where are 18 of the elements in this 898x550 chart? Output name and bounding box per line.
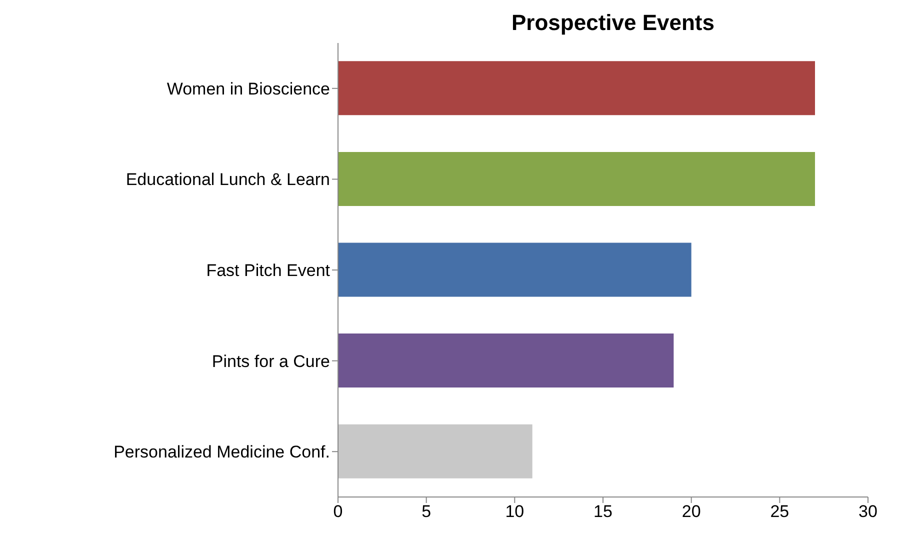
bar bbox=[338, 424, 532, 478]
bar bbox=[338, 242, 692, 297]
y-tick-label: Pints for a Cure bbox=[212, 352, 330, 371]
chart-title: Prospective Events bbox=[510, 9, 716, 37]
bar bbox=[338, 152, 815, 206]
x-tick-label: 15 bbox=[594, 502, 612, 522]
x-tick-label: 30 bbox=[858, 502, 878, 522]
bar bbox=[338, 334, 674, 388]
y-tick-label: Fast Pitch Event bbox=[206, 261, 330, 280]
x-tick-label: 20 bbox=[682, 502, 701, 522]
y-tick-label: Women in Bioscience bbox=[166, 79, 330, 98]
x-tick-label: 25 bbox=[770, 502, 790, 522]
bar bbox=[338, 61, 815, 116]
y-tick-label: Personalized Medicine Conf. bbox=[114, 442, 330, 462]
y-tick-label: Educational Lunch & Learn bbox=[126, 170, 330, 190]
x-tick-label: 5 bbox=[422, 502, 432, 522]
x-tick-label: 10 bbox=[505, 502, 524, 522]
x-tick-label: 0 bbox=[333, 502, 343, 522]
